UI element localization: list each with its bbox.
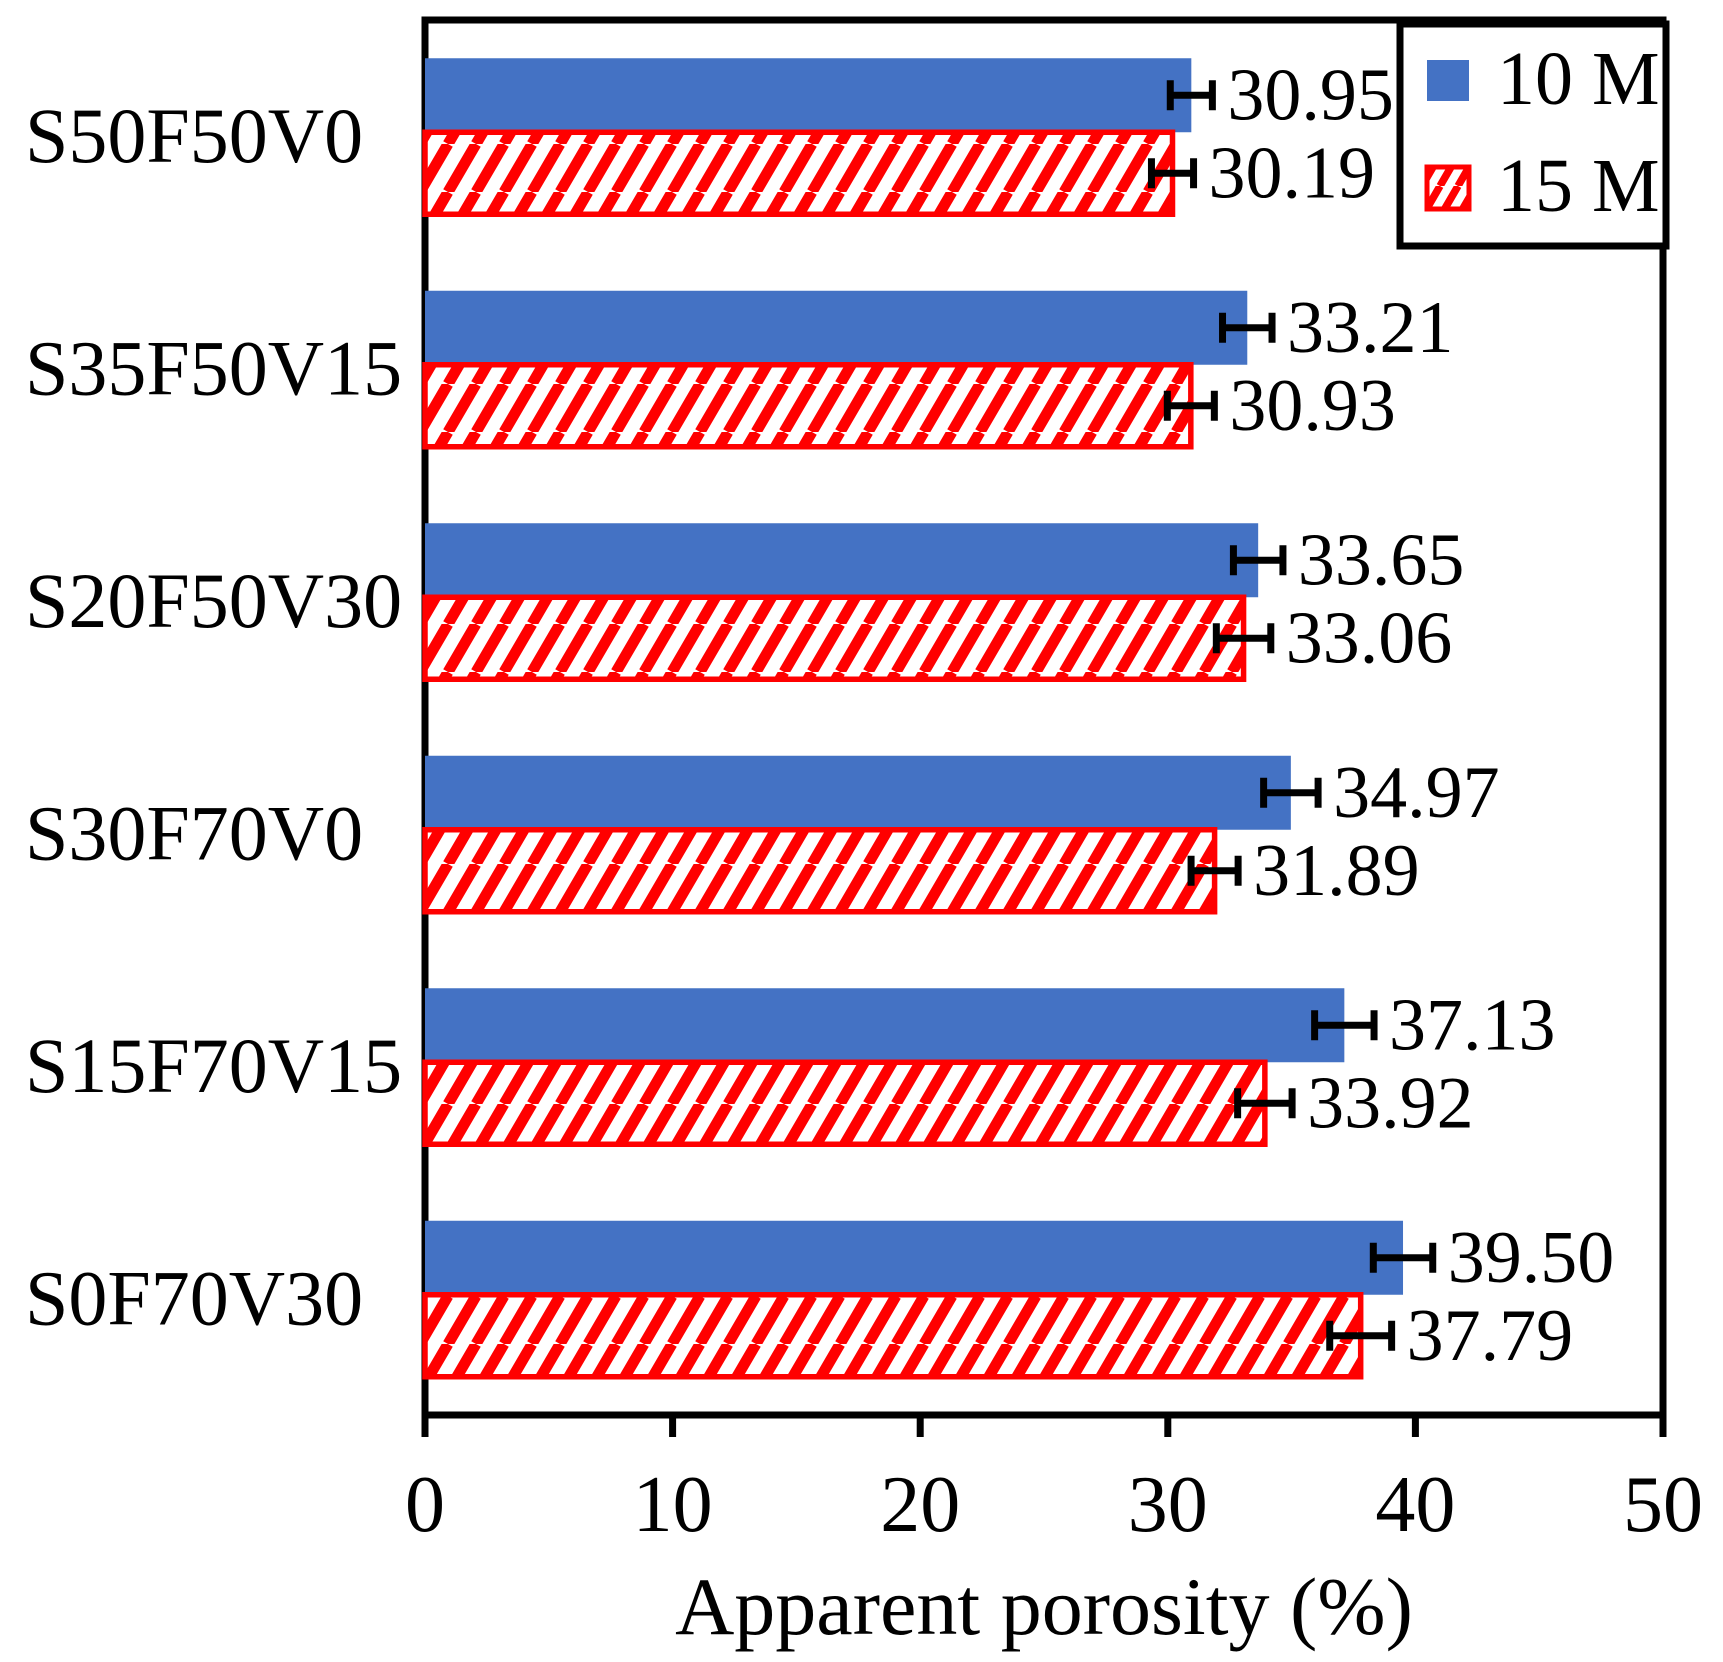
error-bar-10m-S15F70V15 [1311, 1010, 1378, 1041]
error-bar-15m-S0F70V30 [1326, 1320, 1396, 1351]
value-label-15m-S15F70V15: 33.92 [1307, 1063, 1474, 1145]
error-bar-10m-S20F50V30 [1229, 545, 1287, 576]
error-bar-10m-S50F50V0 [1166, 80, 1216, 111]
x-tick-label-30: 30 [1128, 1461, 1208, 1549]
category-label-S50F50V0: S50F50V0 [25, 92, 363, 179]
x-axis-title: Apparent porosity (%) [675, 1561, 1413, 1652]
bar-15m-S35F50V15 [422, 362, 1194, 450]
error-bar-10m-S35F50V15 [1219, 312, 1276, 343]
error-bar-15m-S30F70V0 [1187, 855, 1242, 886]
bar-10m-S20F50V30 [425, 523, 1259, 598]
error-bar-10m-S0F70V30 [1369, 1242, 1437, 1273]
x-tick-label-40: 40 [1375, 1461, 1455, 1549]
value-label-10m-S20F50V30: 33.65 [1298, 520, 1465, 602]
legend-label-10m: 10 M [1497, 37, 1660, 121]
category-label-S35F50V15: S35F50V15 [25, 324, 402, 411]
category-label-S20F50V30: S20F50V30 [25, 557, 402, 644]
value-label-15m-S50F50V0: 30.19 [1209, 133, 1376, 215]
value-label-10m-S50F50V0: 30.95 [1227, 55, 1394, 137]
value-label-15m-S20F50V30: 33.06 [1286, 598, 1453, 680]
bar-10m-S50F50V0 [425, 58, 1192, 133]
x-tick-label-20: 20 [880, 1461, 960, 1549]
category-label-S0F70V30: S0F70V30 [25, 1254, 363, 1341]
legend-label-15m: 15 M [1497, 144, 1660, 228]
value-label-10m-S35F50V15: 33.21 [1287, 287, 1454, 369]
x-tick-label-10: 10 [633, 1461, 713, 1549]
bar-10m-S0F70V30 [425, 1220, 1404, 1295]
value-label-10m-S0F70V30: 39.50 [1448, 1217, 1615, 1299]
value-label-15m-S30F70V0: 31.89 [1253, 830, 1420, 912]
category-label-S15F70V15: S15F70V15 [25, 1022, 402, 1109]
legend-swatch-15m-icon [1424, 164, 1472, 212]
plot-border [421, 16, 1667, 1419]
error-bar-15m-S35F50V15 [1163, 390, 1218, 421]
bar-15m-S30F70V0 [422, 827, 1218, 915]
bar-10m-S35F50V15 [425, 290, 1248, 365]
bar-10m-S15F70V15 [425, 988, 1345, 1063]
value-label-15m-S35F50V15: 30.93 [1229, 365, 1396, 447]
value-label-10m-S15F70V15: 37.13 [1389, 985, 1556, 1067]
error-bar-10m-S30F70V0 [1260, 777, 1322, 808]
value-label-10m-S30F70V0: 34.97 [1333, 752, 1500, 834]
legend-swatch-10m-icon [1427, 60, 1469, 101]
x-tick-label-50: 50 [1623, 1461, 1703, 1549]
category-label-S30F70V0: S30F70V0 [25, 789, 363, 876]
bar-15m-S20F50V30 [422, 594, 1247, 682]
error-bar-15m-S50F50V0 [1147, 158, 1198, 189]
x-tick-label-0: 0 [405, 1461, 445, 1549]
bar-15m-S15F70V15 [422, 1059, 1268, 1147]
bar-10m-S30F70V0 [425, 755, 1291, 830]
bar-15m-S0F70V30 [422, 1292, 1364, 1380]
bar-15m-S50F50V0 [422, 129, 1176, 217]
error-bar-15m-S20F50V30 [1212, 623, 1275, 654]
value-label-15m-S0F70V30: 37.79 [1407, 1295, 1574, 1377]
error-bar-15m-S15F70V15 [1234, 1088, 1296, 1119]
